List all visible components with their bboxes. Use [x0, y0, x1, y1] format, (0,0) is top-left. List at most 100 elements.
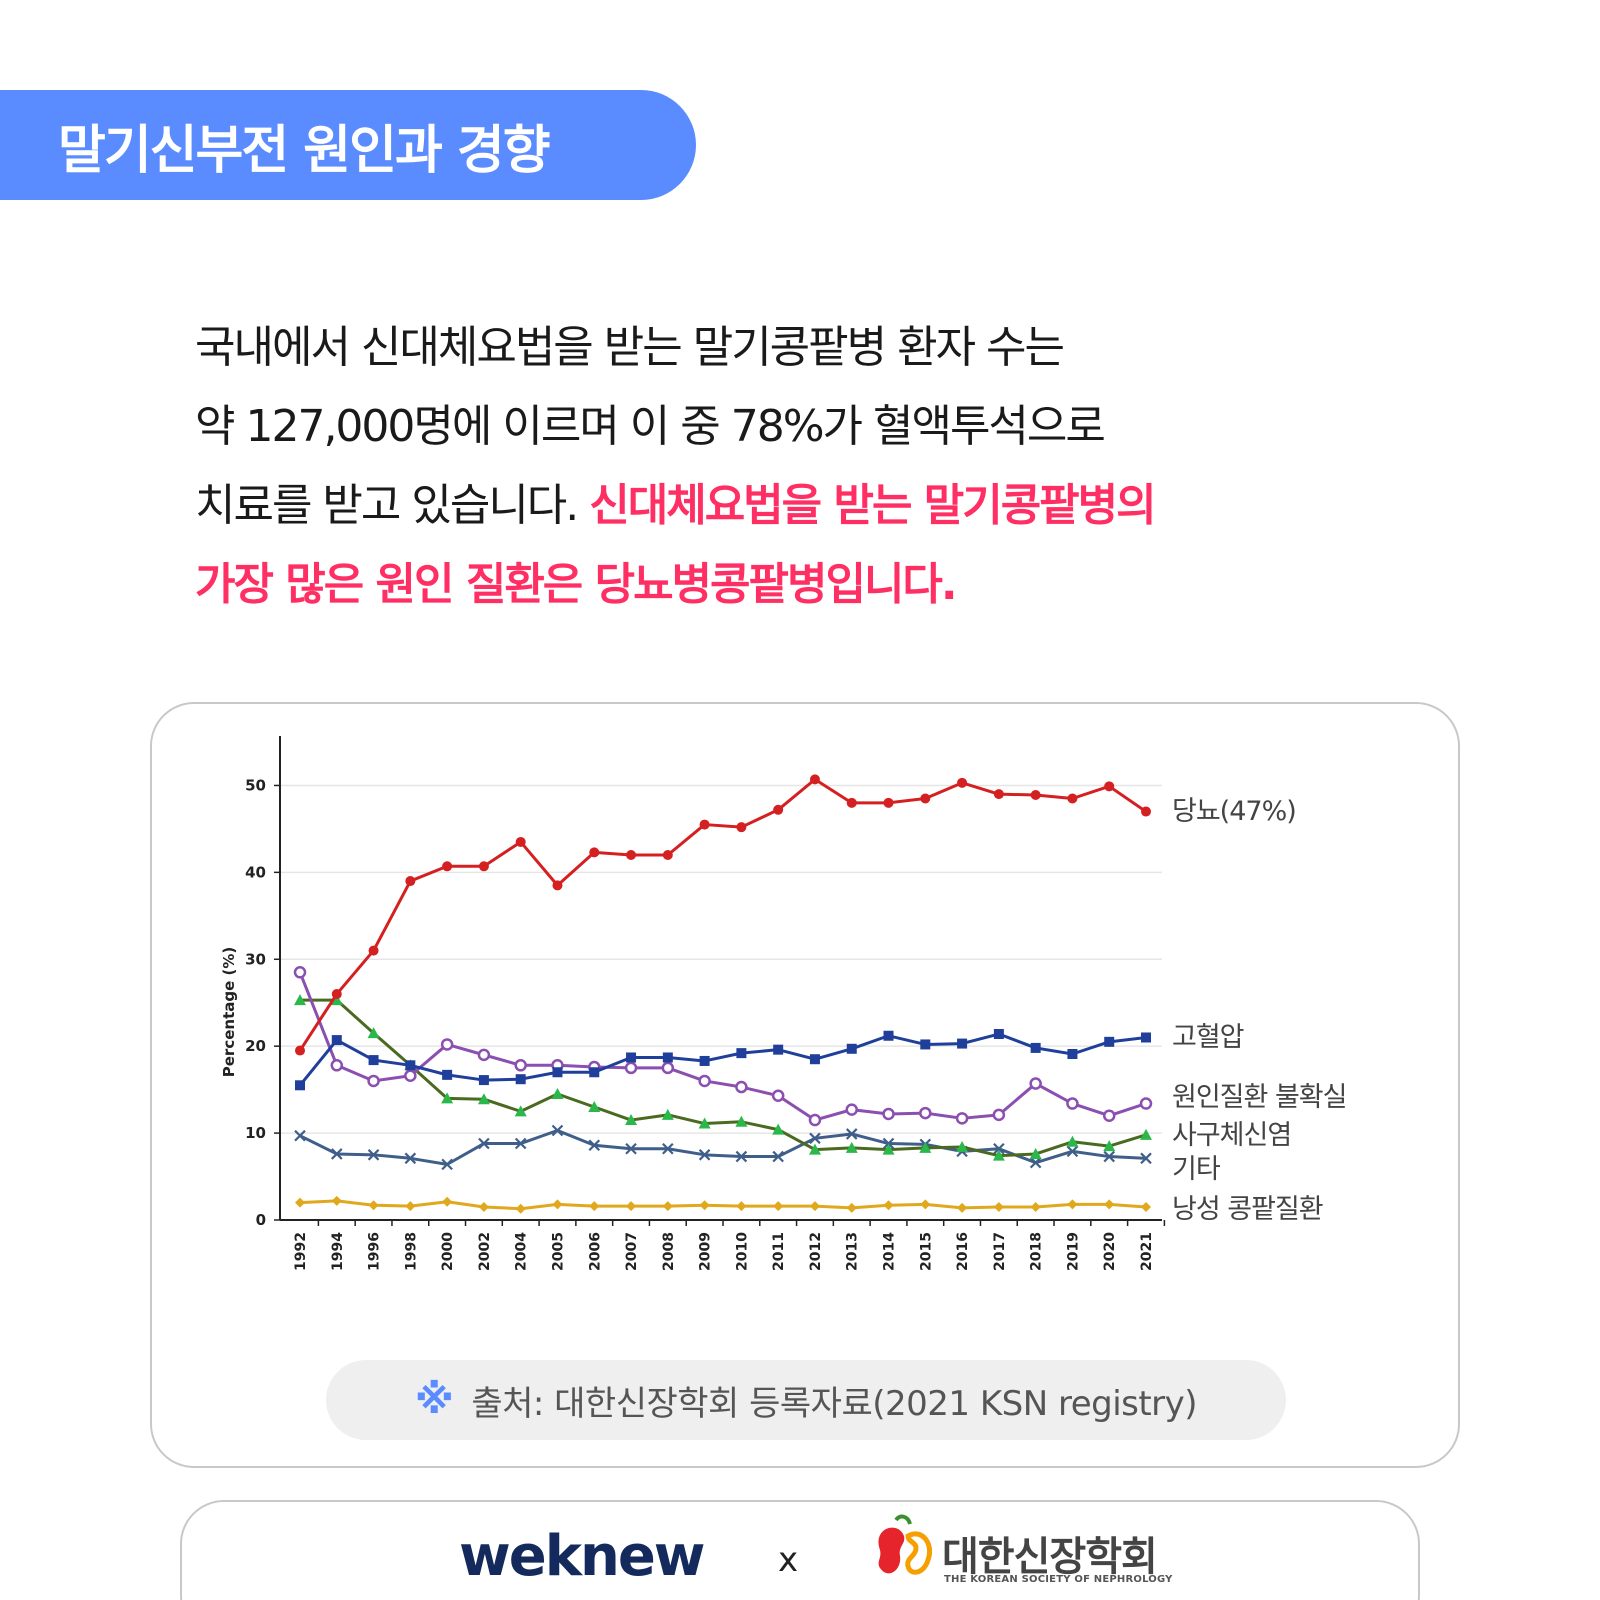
data-point	[514, 1059, 527, 1072]
data-point	[699, 1200, 710, 1211]
series-line	[300, 998, 1147, 1158]
data-point	[661, 1061, 675, 1075]
data-point	[1030, 1201, 1041, 1212]
data-point	[551, 1087, 564, 1099]
data-point	[588, 1139, 601, 1152]
x-tick-label: 2020	[1102, 1232, 1118, 1271]
data-point	[404, 1152, 417, 1165]
data-point	[294, 1129, 306, 1142]
y-tick-label: 0	[256, 1211, 266, 1229]
data-point	[698, 1074, 711, 1088]
intro-line-1: 국내에서 신대체요법을 받는 말기콩팥병 환자 수는	[195, 322, 1065, 373]
chart-card: 0 10 20 30 40 50 1992 1994 1996 1998 2000 2002 2004 2…	[150, 702, 1460, 1468]
data-point	[771, 1089, 785, 1102]
data-point	[1104, 1036, 1115, 1047]
data-point	[846, 1043, 857, 1054]
y-tick-label: 30	[245, 950, 266, 968]
series-line	[299, 1199, 1147, 1211]
data-point	[1141, 806, 1151, 817]
data-point	[882, 1137, 895, 1150]
data-point	[405, 876, 416, 887]
data-point	[1029, 1147, 1042, 1159]
series-line	[298, 971, 1147, 1122]
data-point	[883, 1200, 894, 1211]
x-tick-label: 2018	[1029, 1232, 1045, 1271]
data-point	[478, 1075, 489, 1086]
data-point	[920, 1039, 931, 1050]
data-point	[1029, 1156, 1042, 1169]
x-tick-label: 2002	[477, 1232, 493, 1271]
data-point	[330, 1059, 344, 1072]
data-point	[589, 1067, 600, 1078]
y-tick-label: 20	[245, 1037, 266, 1055]
data-point	[1140, 1152, 1152, 1165]
source-text: 출처: 대한신장학회 등록자료(2021 KSN registry)	[471, 1383, 1198, 1424]
x-tick-label: 2019	[1065, 1232, 1081, 1271]
data-point	[920, 793, 931, 804]
x-tick-label: 2011	[771, 1232, 787, 1271]
data-point	[626, 1052, 637, 1063]
data-point	[293, 966, 307, 979]
data-point	[477, 1048, 491, 1062]
ksn-kidney-logo-icon	[878, 1514, 932, 1575]
data-point	[552, 1199, 563, 1210]
x-tick-label: 2014	[882, 1232, 898, 1271]
data-point	[735, 1150, 748, 1163]
data-point	[1104, 781, 1115, 792]
data-point	[588, 1101, 601, 1113]
data-point	[993, 789, 1004, 800]
chart-grid	[280, 784, 1162, 1134]
data-point	[331, 1035, 342, 1046]
data-point	[440, 1038, 454, 1051]
data-point	[1067, 1199, 1078, 1210]
section-title: 말기신부전 원인과 경향	[58, 120, 551, 181]
intro-line-2: 약 127,000명에 이르며 이 중 78%가 혈액투석으로	[195, 401, 1106, 452]
data-point	[993, 1142, 1005, 1155]
data-point	[957, 1038, 968, 1049]
data-point	[367, 1074, 380, 1088]
data-point	[1030, 1042, 1041, 1053]
x-tick-label: 2006	[587, 1232, 603, 1271]
data-point	[662, 1201, 673, 1212]
data-point	[294, 994, 306, 1006]
ksn-logo-subtext: THE KOREAN SOCIETY OF NEPHROLOGY	[944, 1574, 1173, 1585]
data-point	[331, 1195, 342, 1206]
data-point	[626, 849, 637, 860]
data-point	[662, 1052, 673, 1063]
data-point	[1103, 1150, 1115, 1163]
data-point	[405, 1201, 416, 1212]
data-point	[809, 1132, 821, 1145]
data-point	[442, 861, 453, 872]
data-point	[514, 1137, 527, 1150]
data-point	[295, 1045, 305, 1056]
data-point	[845, 1128, 858, 1140]
data-point	[625, 1142, 637, 1155]
data-point	[736, 1048, 747, 1059]
data-point	[1141, 1201, 1151, 1212]
data-point	[882, 1107, 895, 1121]
x-tick-label: 2013	[845, 1232, 861, 1271]
series-label: 당뇨(47%)	[1172, 796, 1296, 827]
data-point	[331, 1148, 343, 1160]
data-point	[367, 1149, 380, 1161]
x-tick-label: 2012	[808, 1232, 824, 1271]
series-label: 낭성 콩팥질환	[1172, 1194, 1323, 1225]
data-point	[993, 1201, 1004, 1212]
data-point	[736, 822, 747, 833]
x-tick-label: 2016	[955, 1232, 971, 1271]
data-point	[956, 1140, 969, 1152]
series-line	[298, 777, 1147, 1052]
data-point	[992, 1108, 1006, 1122]
data-point	[845, 1141, 858, 1153]
series-line	[299, 1128, 1147, 1166]
data-point	[919, 1141, 932, 1153]
data-point	[589, 847, 600, 858]
x-tick-label: 2017	[992, 1232, 1008, 1271]
data-point	[846, 797, 857, 808]
data-point	[698, 1149, 711, 1161]
x-tick-label: 1996	[367, 1232, 383, 1271]
intro-line-3: 치료를 받고 있습니다. 신대체요법을 받는 말기콩팥병의	[195, 466, 1445, 545]
x-tick-label: 2008	[661, 1232, 677, 1271]
series-line	[298, 1032, 1147, 1087]
data-point	[624, 1061, 638, 1075]
